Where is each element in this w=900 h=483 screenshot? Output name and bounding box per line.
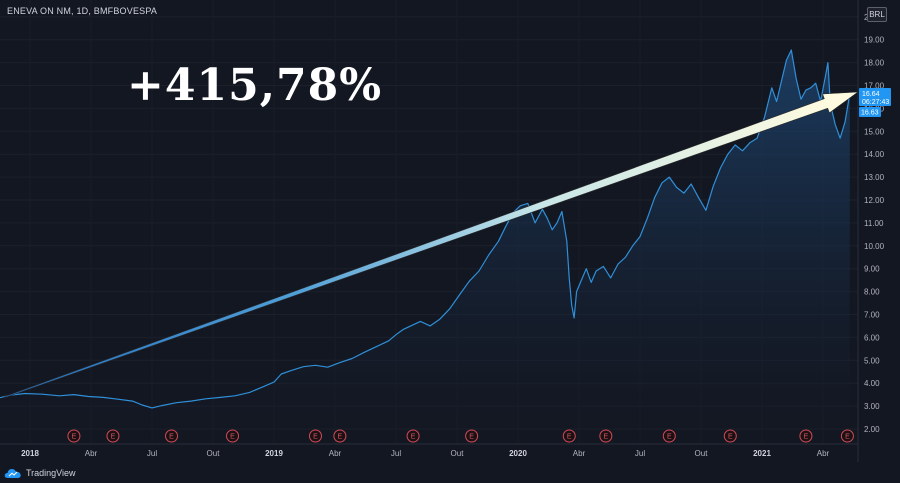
earnings-marker-label: E (72, 434, 77, 441)
y-tick-label: 2.00 (864, 425, 880, 434)
earnings-marker[interactable]: E (67, 429, 81, 443)
y-tick-label: 3.00 (864, 402, 880, 411)
earnings-marker[interactable]: E (840, 429, 854, 443)
previous-price-tag: 16.63 (859, 107, 881, 117)
earnings-marker-label: E (169, 434, 174, 441)
x-tick-label: Abr (85, 449, 98, 458)
x-tick-label: Abr (573, 449, 586, 458)
earnings-marker[interactable]: E (106, 429, 120, 443)
earnings-marker-label: E (567, 434, 572, 441)
earnings-marker[interactable]: E (406, 429, 420, 443)
earnings-marker-label: E (728, 434, 733, 441)
y-tick-label: 18.00 (864, 59, 885, 68)
x-tick-label: Out (451, 449, 465, 458)
x-tick-label: 2019 (265, 449, 283, 458)
earnings-marker-label: E (804, 434, 809, 441)
trend-arrow (4, 91, 859, 398)
earnings-marker-label: E (230, 434, 235, 441)
y-tick-label: 5.00 (864, 356, 880, 365)
y-tick-label: 17.00 (864, 82, 885, 91)
x-tick-label: Out (695, 449, 709, 458)
earnings-marker-label: E (604, 434, 609, 441)
x-tick-label: 2021 (753, 449, 771, 458)
y-tick-label: 14.00 (864, 150, 885, 159)
y-tick-label: 4.00 (864, 379, 880, 388)
x-tick-label: Jul (147, 449, 157, 458)
earnings-marker[interactable]: E (723, 429, 737, 443)
earnings-marker-label: E (338, 434, 343, 441)
y-tick-label: 11.00 (864, 219, 884, 228)
y-tick-label: 19.00 (864, 36, 885, 45)
earnings-marker[interactable]: E (662, 429, 676, 443)
x-axis[interactable]: 2018 Abr Jul Out 2019 Abr Jul Out 2020 Abr Jul Out 2… (21, 449, 829, 458)
price-area-fill (0, 50, 850, 444)
earnings-marker-label: E (111, 434, 116, 441)
y-axis[interactable]: 2.00 3.00 4.00 5.00 6.00 7.00 8.00 9.00 10.00 11.… (864, 13, 885, 434)
earnings-marker[interactable]: E (599, 429, 613, 443)
x-tick-label: 2018 (21, 449, 39, 458)
y-tick-label: 7.00 (864, 311, 880, 320)
earnings-marker[interactable]: E (308, 429, 322, 443)
y-tick-label: 9.00 (864, 265, 880, 274)
earnings-marker-label: E (313, 434, 318, 441)
earnings-marker-label: E (845, 434, 850, 441)
y-tick-label: 12.00 (864, 196, 885, 205)
bar-countdown: 06:27:43 (862, 99, 889, 106)
earnings-marker-label: E (411, 434, 416, 441)
y-tick-label: 10.00 (864, 242, 885, 251)
tradingview-cloud-icon (4, 468, 21, 478)
previous-price-value: 16.63 (861, 110, 879, 117)
price-line[interactable] (0, 49, 851, 409)
earnings-marker[interactable]: E (333, 429, 347, 443)
brand-logo[interactable]: TradingView (4, 465, 76, 481)
x-tick-label: Jul (635, 449, 645, 458)
x-tick-label: Jul (391, 449, 401, 458)
earnings-marker-label: E (469, 434, 474, 441)
percent-change-annotation: +415,78% (127, 60, 383, 111)
last-price-value: 16.64 (862, 91, 880, 98)
earnings-marker[interactable]: E (562, 429, 576, 443)
earnings-marker[interactable]: E (465, 429, 479, 443)
currency-button[interactable]: BRL (867, 7, 887, 22)
x-tick-label: 2020 (509, 449, 527, 458)
earnings-marker[interactable]: E (226, 429, 240, 443)
y-tick-label: 13.00 (864, 173, 885, 182)
x-tick-label: Abr (817, 449, 830, 458)
earnings-marker-label: E (667, 434, 672, 441)
brand-name: TradingView (26, 468, 76, 478)
grid-lines (0, 0, 858, 444)
symbol-title[interactable]: ENEVA ON NM, 1D, BMFBOVESPA (7, 6, 158, 16)
x-tick-label: Out (207, 449, 221, 458)
earnings-marker[interactable]: E (165, 429, 179, 443)
earnings-marker[interactable]: E (799, 429, 813, 443)
x-tick-label: Abr (329, 449, 342, 458)
y-tick-label: 8.00 (864, 288, 880, 297)
y-tick-label: 15.00 (864, 127, 885, 136)
y-tick-label: 6.00 (864, 333, 880, 342)
